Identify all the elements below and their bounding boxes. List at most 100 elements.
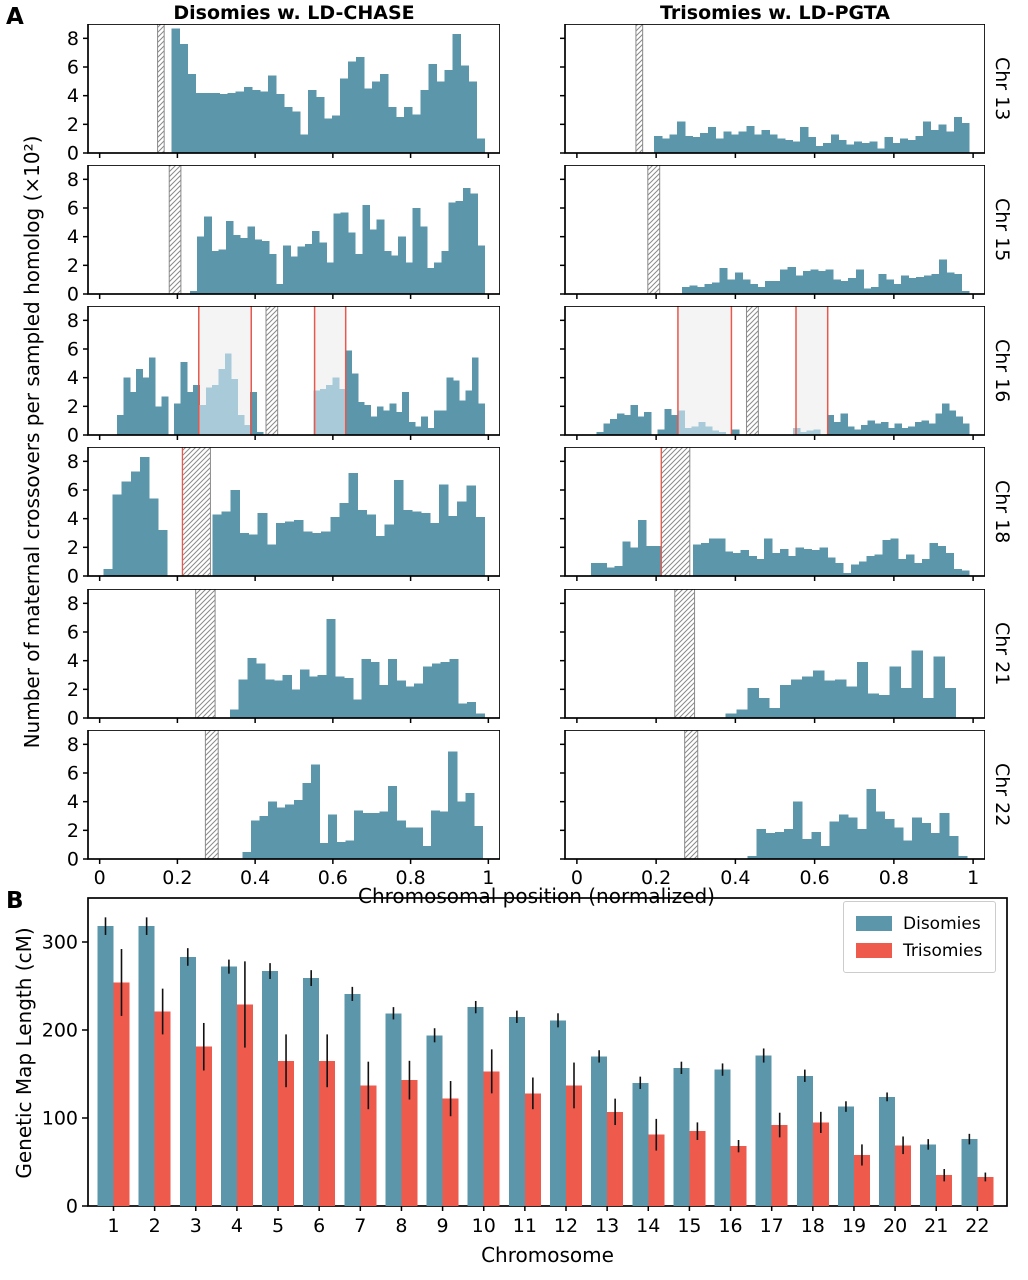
svg-text:21: 21 xyxy=(924,1215,948,1237)
axes-ticks: 0 2 4 6 8 xyxy=(67,28,490,165)
axes-ticks xyxy=(560,602,974,723)
svg-text:0.2: 0.2 xyxy=(162,867,192,889)
svg-text:5: 5 xyxy=(272,1215,284,1237)
svg-text:0.6: 0.6 xyxy=(318,867,348,889)
error-bars xyxy=(104,917,987,1182)
svg-text:10: 10 xyxy=(472,1215,496,1237)
centromere-hatch-band xyxy=(647,164,661,295)
svg-text:12: 12 xyxy=(554,1215,578,1237)
bars xyxy=(654,117,970,153)
axes-ticks: 0 2 4 6 8 xyxy=(67,451,490,588)
svg-text:4: 4 xyxy=(67,650,79,672)
svg-text:2: 2 xyxy=(67,820,79,842)
svg-text:4: 4 xyxy=(67,85,79,107)
panel-b-letter: B xyxy=(6,888,24,914)
histogram-chr-15-disomies: 0 2 4 6 8 xyxy=(36,164,501,328)
histogram-chr-21-disomies: 0 2 4 6 8 xyxy=(36,588,501,752)
svg-text:8: 8 xyxy=(67,593,79,615)
svg-text:0: 0 xyxy=(67,425,79,447)
row-label-chr-18: Chr 18 xyxy=(991,479,1013,544)
svg-text:6: 6 xyxy=(67,622,79,644)
histogram-chr-15-trisomies xyxy=(513,164,986,328)
legend: Disomies Trisomies xyxy=(843,901,996,973)
axes-ticks xyxy=(560,178,974,299)
axes-ticks xyxy=(560,37,974,158)
panel-b-plot: 1 2 3 4 5 6 7 8 9 10 11 12 13 14 15 16 17 18 19 20 21 2201002… xyxy=(42,897,1008,1237)
row-label-chr-21: Chr 21 xyxy=(991,621,1013,686)
centromere-hatch-band xyxy=(745,305,759,436)
bars xyxy=(189,187,485,294)
svg-text:6: 6 xyxy=(67,57,79,79)
svg-text:0: 0 xyxy=(67,849,79,871)
svg-text:6: 6 xyxy=(67,198,79,220)
svg-text:0: 0 xyxy=(67,143,79,165)
svg-text:6: 6 xyxy=(67,763,79,785)
legend-label-disomies: Disomies xyxy=(903,913,981,934)
bars xyxy=(596,403,970,435)
row-label-chr-16: Chr 16 xyxy=(991,338,1013,403)
svg-text:2: 2 xyxy=(67,396,79,418)
svg-text:2: 2 xyxy=(149,1215,161,1237)
svg-text:1: 1 xyxy=(482,867,494,889)
svg-text:1: 1 xyxy=(107,1215,119,1237)
axes-ticks: 0 2 4 6 8 xyxy=(67,593,490,730)
row-label-chr-15: Chr 15 xyxy=(991,197,1013,262)
svg-text:6: 6 xyxy=(67,480,79,502)
svg-text:8: 8 xyxy=(67,28,79,50)
svg-text:2: 2 xyxy=(67,114,79,136)
svg-text:2: 2 xyxy=(67,255,79,277)
svg-text:8: 8 xyxy=(67,169,79,191)
axes-ticks: 0 2 4 6 8 xyxy=(67,169,490,306)
panel-b-bar-chart: 1 2 3 4 5 6 7 8 9 10 11 12 13 14 15 16 17 18 19 20 21 22 0 100 2… xyxy=(28,890,1018,1259)
bars xyxy=(681,259,970,294)
svg-text:16: 16 xyxy=(718,1215,742,1237)
svg-text:0.8: 0.8 xyxy=(879,867,909,889)
bars xyxy=(229,619,485,718)
histogram-chr-21-trisomies xyxy=(513,588,986,752)
svg-text:9: 9 xyxy=(437,1215,449,1237)
centromere-hatch-band xyxy=(265,305,279,436)
svg-text:100: 100 xyxy=(42,1108,78,1130)
panel-b-y-axis-label: Genetic Map Length (cM) xyxy=(12,927,36,1179)
centromere-hatch-band xyxy=(168,164,182,295)
centromere-hatch-band xyxy=(157,23,165,154)
axes-ticks: 0 2 4 6 8 xyxy=(67,310,490,447)
histogram-chr-18-trisomies xyxy=(513,446,986,610)
svg-text:0: 0 xyxy=(67,708,79,730)
svg-text:0.2: 0.2 xyxy=(641,867,671,889)
centromere-hatch-band xyxy=(660,446,691,577)
svg-text:4: 4 xyxy=(67,508,79,530)
histogram-chr-22-disomies: 0 2 4 6 8 0 0.2 0.4 0.6 0.8 1 xyxy=(36,729,501,893)
histogram-chr-18-disomies: 0 2 4 6 8 xyxy=(36,446,501,610)
histogram-chr-13-trisomies xyxy=(513,23,986,187)
svg-text:0: 0 xyxy=(94,867,106,889)
panel-a-x-axis-label: Chromosomal position (normalized) xyxy=(357,884,715,908)
svg-text:0: 0 xyxy=(66,1196,78,1218)
histogram-chr-22-trisomies: 0 0.2 0.4 0.6 0.8 1 xyxy=(513,729,986,893)
legend-label-trisomies: Trisomies xyxy=(903,940,983,961)
svg-text:0.4: 0.4 xyxy=(720,867,750,889)
svg-text:7: 7 xyxy=(354,1215,366,1237)
axes-ticks xyxy=(560,319,974,440)
svg-text:14: 14 xyxy=(636,1215,660,1237)
centromere-hatch-band xyxy=(195,588,216,719)
centromere-hatch-band xyxy=(204,729,219,860)
bar-groups xyxy=(97,926,994,1206)
trisomies-swatch-icon xyxy=(856,943,892,958)
svg-text:22: 22 xyxy=(965,1215,989,1237)
svg-text:18: 18 xyxy=(801,1215,825,1237)
histogram-chr-13-disomies: 0 2 4 6 8 xyxy=(36,23,501,187)
svg-text:0: 0 xyxy=(67,566,79,588)
bars xyxy=(117,350,485,435)
axes-ticks xyxy=(560,460,974,581)
centromere-hatch-band xyxy=(684,729,699,860)
bars xyxy=(590,520,970,576)
svg-text:19: 19 xyxy=(842,1215,866,1237)
bars xyxy=(103,457,485,576)
centromere-hatch-band xyxy=(635,23,644,154)
legend-item-trisomies: Trisomies xyxy=(856,937,995,964)
svg-text:3: 3 xyxy=(190,1215,202,1237)
svg-text:4: 4 xyxy=(67,226,79,248)
